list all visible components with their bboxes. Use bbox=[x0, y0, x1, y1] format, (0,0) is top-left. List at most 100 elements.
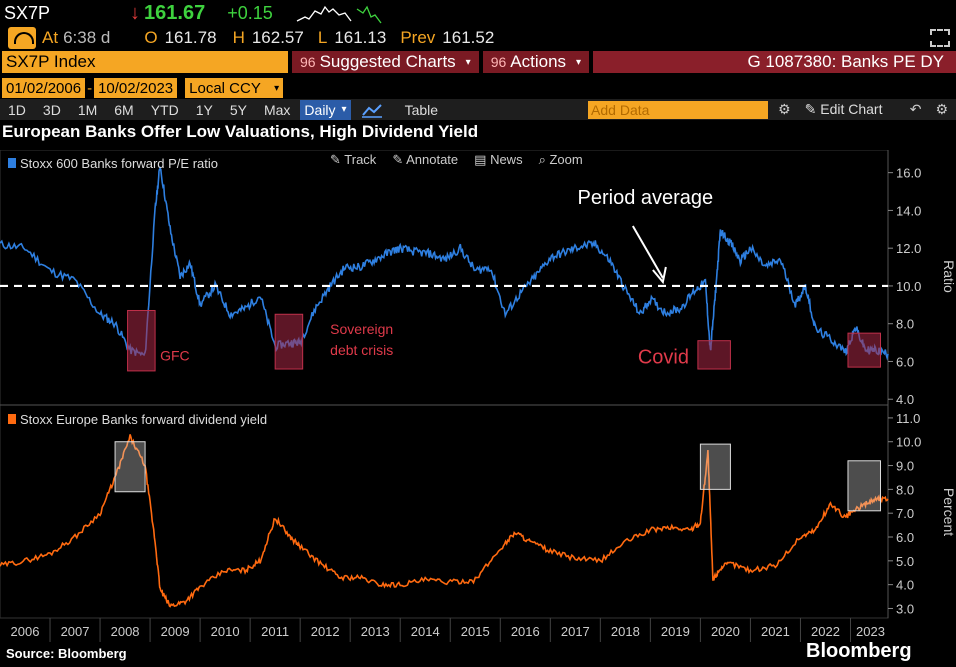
y-axis-label: Ratio bbox=[941, 260, 956, 293]
undo-icon[interactable]: ↶ bbox=[909, 101, 922, 117]
source-note: Source: Bloomberg bbox=[6, 646, 127, 661]
legend-swatch-pe bbox=[8, 158, 16, 168]
quote-line: SX7P ↓ 161.67 +0.15 bbox=[0, 0, 956, 27]
annotate-label: Annotate bbox=[406, 152, 459, 167]
y-tick-label: 14.0 bbox=[896, 203, 921, 218]
annotate-tool[interactable]: ✎ Annotate bbox=[392, 152, 459, 167]
period-1m[interactable]: 1M bbox=[77, 101, 98, 118]
legend-label-pe: Stoxx 600 Banks forward P/E ratio bbox=[20, 156, 218, 171]
chart-canvas[interactable]: 2006 2007 2008 2009 2010 2011 2012 2013 2014 2015… bbox=[0, 150, 956, 642]
x-tick-label: 2017 bbox=[561, 624, 590, 639]
y-tick-label: 10.0 bbox=[896, 435, 921, 450]
down-arrow-icon: ↓ bbox=[130, 2, 141, 24]
x-tick-label: 2014 bbox=[411, 624, 440, 639]
x-tick-label: 2015 bbox=[461, 624, 490, 639]
sparkline-icon bbox=[296, 5, 382, 23]
high-label: H bbox=[232, 28, 245, 47]
period-1y[interactable]: 1Y bbox=[195, 101, 213, 118]
x-tick-label: 2011 bbox=[261, 624, 289, 639]
x-tick-label: 2012 bbox=[311, 624, 340, 639]
y-tick-label: 8.0 bbox=[896, 482, 914, 497]
currency-select[interactable]: Local CCY ▾ bbox=[185, 78, 284, 98]
open-label: O bbox=[144, 28, 158, 47]
chart-id: G 1087380: Banks PE DY bbox=[593, 51, 956, 73]
y-tick-label: 9.0 bbox=[896, 459, 914, 474]
highlight-box bbox=[847, 460, 881, 512]
period-1d[interactable]: 1D bbox=[8, 101, 26, 118]
x-tick-label: 2021 bbox=[761, 624, 790, 639]
x-tick-label: 2010 bbox=[211, 624, 240, 639]
line-chart-icon[interactable] bbox=[361, 102, 383, 118]
y-tick-label: 12.0 bbox=[896, 241, 921, 256]
actions-label: Actions bbox=[510, 52, 567, 71]
pencil-icon: ✎ bbox=[804, 101, 817, 117]
x-tick-label: 2006 bbox=[11, 624, 40, 639]
period-max[interactable]: Max bbox=[263, 101, 291, 118]
suggested-charts-menu[interactable]: 96 Suggested Charts ▾ bbox=[292, 51, 479, 73]
legend-label-dy: Stoxx Europe Banks forward dividend yiel… bbox=[20, 412, 267, 427]
annotation-gfc: GFC bbox=[160, 348, 190, 364]
frequency-select[interactable]: Daily ▾ bbox=[300, 99, 351, 120]
y-tick-label: 6.0 bbox=[896, 354, 914, 369]
y-tick-label: 4.0 bbox=[896, 392, 914, 407]
legend-swatch-dy bbox=[8, 414, 16, 424]
y-tick-label: 11.0 bbox=[896, 411, 920, 426]
x-tick-label: 2020 bbox=[711, 624, 740, 639]
track-tool[interactable]: ✎ Track bbox=[330, 152, 377, 167]
zoom-tool[interactable]: ⌕ Zoom bbox=[538, 152, 583, 167]
at-label: At bbox=[42, 28, 59, 47]
dropdown-arrow-icon: ▾ bbox=[465, 56, 471, 68]
prev-value: 161.52 bbox=[442, 28, 495, 47]
period-ytd[interactable]: YTD bbox=[150, 101, 179, 118]
annotation-covid: Covid bbox=[638, 346, 689, 368]
add-data-input[interactable]: Add Data bbox=[588, 100, 769, 119]
highlight-box bbox=[114, 441, 146, 493]
y-tick-label: 5.0 bbox=[896, 554, 914, 569]
annotation-sovereign-2: debt crisis bbox=[330, 342, 393, 358]
news-label: News bbox=[490, 152, 523, 167]
x-tick-label: 2009 bbox=[161, 624, 190, 639]
gear-icon[interactable]: ⚙ bbox=[935, 101, 948, 117]
x-tick-label: 2007 bbox=[61, 624, 90, 639]
x-tick-label: 2013 bbox=[361, 624, 390, 639]
y-tick-label: 6.0 bbox=[896, 530, 914, 545]
edit-chart-button[interactable]: ✎ Edit Chart bbox=[805, 101, 883, 118]
arrow-head-icon bbox=[652, 266, 667, 285]
chart-toolbar: 1D 3D 1M 6M YTD 1Y 5Y Max Daily ▾ Table … bbox=[0, 99, 956, 120]
x-tick-label: 2016 bbox=[511, 624, 540, 639]
annotation-sovereign: Sovereign bbox=[330, 321, 393, 337]
track-label: Track bbox=[344, 152, 377, 167]
start-date-input[interactable]: 01/02/2006 bbox=[2, 78, 86, 98]
y-tick-label: 8.0 bbox=[896, 317, 914, 332]
x-tick-label: 2019 bbox=[661, 624, 690, 639]
period-3d[interactable]: 3D bbox=[42, 101, 61, 118]
high-value: 162.57 bbox=[251, 28, 304, 47]
period-5y[interactable]: 5Y bbox=[229, 101, 247, 118]
menu-number: 96 bbox=[300, 54, 316, 70]
period-6m[interactable]: 6M bbox=[114, 101, 134, 118]
table-button[interactable]: Table bbox=[404, 101, 439, 118]
y-tick-label: 4.0 bbox=[896, 578, 914, 593]
low-label: L bbox=[317, 28, 328, 47]
end-date-input[interactable]: 10/02/2023 bbox=[94, 78, 178, 98]
news-tool[interactable]: ▤ News bbox=[474, 152, 523, 167]
x-tick-label: 2022 bbox=[811, 624, 840, 639]
currency-label: Local CCY bbox=[189, 79, 261, 97]
y-tick-label: 10.0 bbox=[896, 279, 921, 294]
date-range-bar: 01/02/2006 - 10/02/2023 Local CCY ▾ bbox=[0, 77, 956, 99]
highlight-box bbox=[699, 443, 731, 490]
gauge-icon[interactable] bbox=[8, 27, 36, 49]
security-field[interactable]: SX7P Index bbox=[2, 51, 288, 73]
suggested-charts-label: Suggested Charts bbox=[319, 52, 456, 71]
highlight-box bbox=[697, 340, 731, 370]
dropdown-arrow-icon: ▾ bbox=[274, 82, 280, 94]
actions-menu[interactable]: 96 Actions ▾ bbox=[482, 51, 590, 73]
series-line-pe bbox=[0, 165, 889, 361]
menu-number: 96 bbox=[490, 54, 507, 70]
highlight-box bbox=[127, 309, 156, 372]
screenshot-icon[interactable] bbox=[930, 29, 950, 47]
settings-icon[interactable]: ⚙ bbox=[778, 101, 791, 117]
edit-chart-label: Edit Chart bbox=[820, 101, 883, 117]
y-tick-label: 3.0 bbox=[896, 601, 914, 616]
period-average-arrow bbox=[631, 225, 664, 279]
